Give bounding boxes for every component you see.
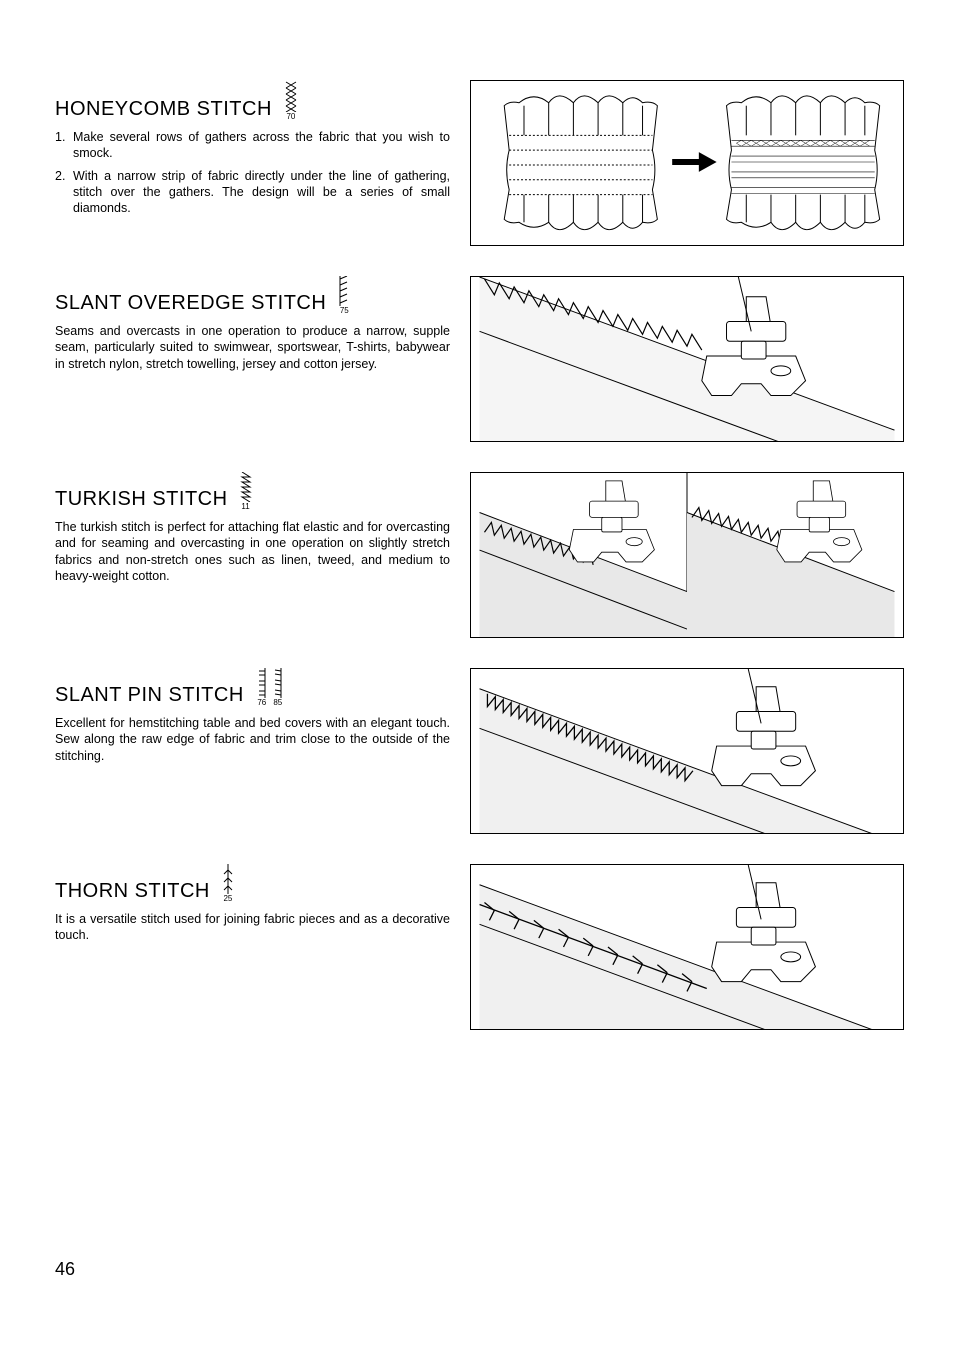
section-title: TURKISH STITCH <box>55 488 228 511</box>
left-column: TURKISH STITCH 11 The turkish stitch is … <box>55 472 450 584</box>
steps-list: 1.Make several rows of gathers across th… <box>55 129 450 216</box>
slant-overedge-stitch-icon: 75 <box>338 276 350 315</box>
section-thorn: THORN STITCH 25 It is a versatile stitch… <box>55 864 904 1030</box>
icon-number: 70 <box>286 113 295 121</box>
thorn-illustration <box>470 864 904 1030</box>
section-title: HONEYCOMB STITCH <box>55 98 272 121</box>
turkish-stitch-icon: 11 <box>240 472 252 511</box>
section-title: SLANT PIN STITCH <box>55 684 244 707</box>
icon-number: 25 <box>223 895 232 903</box>
right-column <box>470 80 904 246</box>
honeycomb-illustration <box>470 80 904 246</box>
icon-number: 75 <box>340 307 349 315</box>
thorn-stitch-icon: 25 <box>222 864 234 903</box>
honeycomb-stitch-icon: 70 <box>284 80 298 121</box>
page-number: 46 <box>55 1259 75 1280</box>
heading-row: SLANT OVEREDGE STITCH 75 <box>55 276 450 315</box>
slant-overedge-illustration <box>470 276 904 442</box>
heading-row: SLANT PIN STITCH 76 <box>55 668 450 707</box>
turkish-illustration <box>470 472 904 638</box>
right-column <box>470 276 904 442</box>
section-slant-overedge: SLANT OVEREDGE STITCH 75 Seams and overc… <box>55 276 904 442</box>
heading-row: HONEYCOMB STITCH 70 <box>55 80 450 121</box>
left-column: SLANT OVEREDGE STITCH 75 Seams and overc… <box>55 276 450 372</box>
right-column <box>470 668 904 834</box>
right-column <box>470 864 904 1030</box>
icon-number: 11 <box>241 503 249 511</box>
icon-number: 85 <box>273 699 282 707</box>
slant-pin-illustration <box>470 668 904 834</box>
left-column: HONEYCOMB STITCH 70 1.Make several rows … <box>55 80 450 222</box>
section-title: SLANT OVEREDGE STITCH <box>55 292 326 315</box>
section-body: The turkish stitch is perfect for attach… <box>55 519 450 584</box>
slant-pin-stitch-icon-2: 85 <box>272 668 284 707</box>
section-body: It is a versatile stitch used for joinin… <box>55 911 450 944</box>
step-item: 2.With a narrow strip of fabric directly… <box>55 168 450 217</box>
heading-row: THORN STITCH 25 <box>55 864 450 903</box>
section-slant-pin: SLANT PIN STITCH 76 <box>55 668 904 834</box>
step-text: Make several rows of gathers across the … <box>73 130 450 160</box>
left-column: THORN STITCH 25 It is a versatile stitch… <box>55 864 450 944</box>
left-column: SLANT PIN STITCH 76 <box>55 668 450 764</box>
step-item: 1.Make several rows of gathers across th… <box>55 129 450 162</box>
section-body: Excellent for hemstitching table and bed… <box>55 715 450 764</box>
slant-pin-stitch-icon-1: 76 <box>256 668 268 707</box>
section-body: Seams and overcasts in one operation to … <box>55 323 450 372</box>
heading-row: TURKISH STITCH 11 <box>55 472 450 511</box>
section-title: THORN STITCH <box>55 880 210 903</box>
step-text: With a narrow strip of fabric directly u… <box>73 169 450 216</box>
right-column <box>470 472 904 638</box>
section-turkish: TURKISH STITCH 11 The turkish stitch is … <box>55 472 904 638</box>
dual-stitch-icons: 76 85 <box>256 668 284 707</box>
icon-number: 76 <box>257 699 266 707</box>
section-honeycomb: HONEYCOMB STITCH 70 1.Make several rows … <box>55 80 904 246</box>
